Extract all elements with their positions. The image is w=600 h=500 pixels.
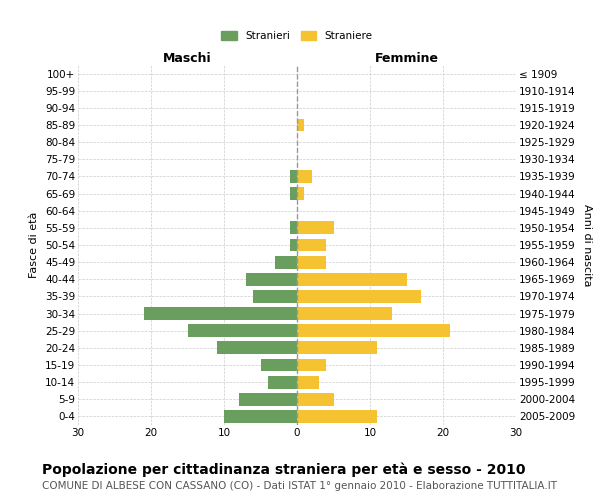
Bar [290, 222, 297, 234]
Bar [297, 222, 334, 234]
Text: COMUNE DI ALBESE CON CASSANO (CO) - Dati ISTAT 1° gennaio 2010 - Elaborazione TU: COMUNE DI ALBESE CON CASSANO (CO) - Dati… [42, 481, 557, 491]
Bar [260, 358, 297, 372]
Bar [297, 118, 304, 132]
Bar [297, 393, 334, 406]
Bar [275, 256, 297, 268]
Bar [290, 187, 297, 200]
Bar [217, 342, 297, 354]
Bar [297, 170, 311, 183]
Text: Femmine: Femmine [374, 52, 439, 65]
Bar [253, 290, 297, 303]
Bar [290, 170, 297, 183]
Bar [297, 290, 421, 303]
Legend: Stranieri, Straniere: Stranieri, Straniere [217, 27, 377, 46]
Bar [268, 376, 297, 388]
Bar [297, 410, 377, 423]
Bar [297, 307, 392, 320]
Y-axis label: Anni di nascita: Anni di nascita [582, 204, 592, 286]
Bar [297, 342, 377, 354]
Bar [297, 358, 326, 372]
Bar [187, 324, 297, 337]
Text: Maschi: Maschi [163, 52, 212, 65]
Bar [239, 393, 297, 406]
Bar [297, 376, 319, 388]
Bar [144, 307, 297, 320]
Y-axis label: Fasce di età: Fasce di età [29, 212, 40, 278]
Bar [246, 273, 297, 285]
Bar [290, 238, 297, 252]
Bar [297, 238, 326, 252]
Bar [297, 256, 326, 268]
Bar [297, 187, 304, 200]
Bar [297, 273, 407, 285]
Text: Popolazione per cittadinanza straniera per età e sesso - 2010: Popolazione per cittadinanza straniera p… [42, 462, 526, 477]
Bar [224, 410, 297, 423]
Bar [297, 324, 450, 337]
